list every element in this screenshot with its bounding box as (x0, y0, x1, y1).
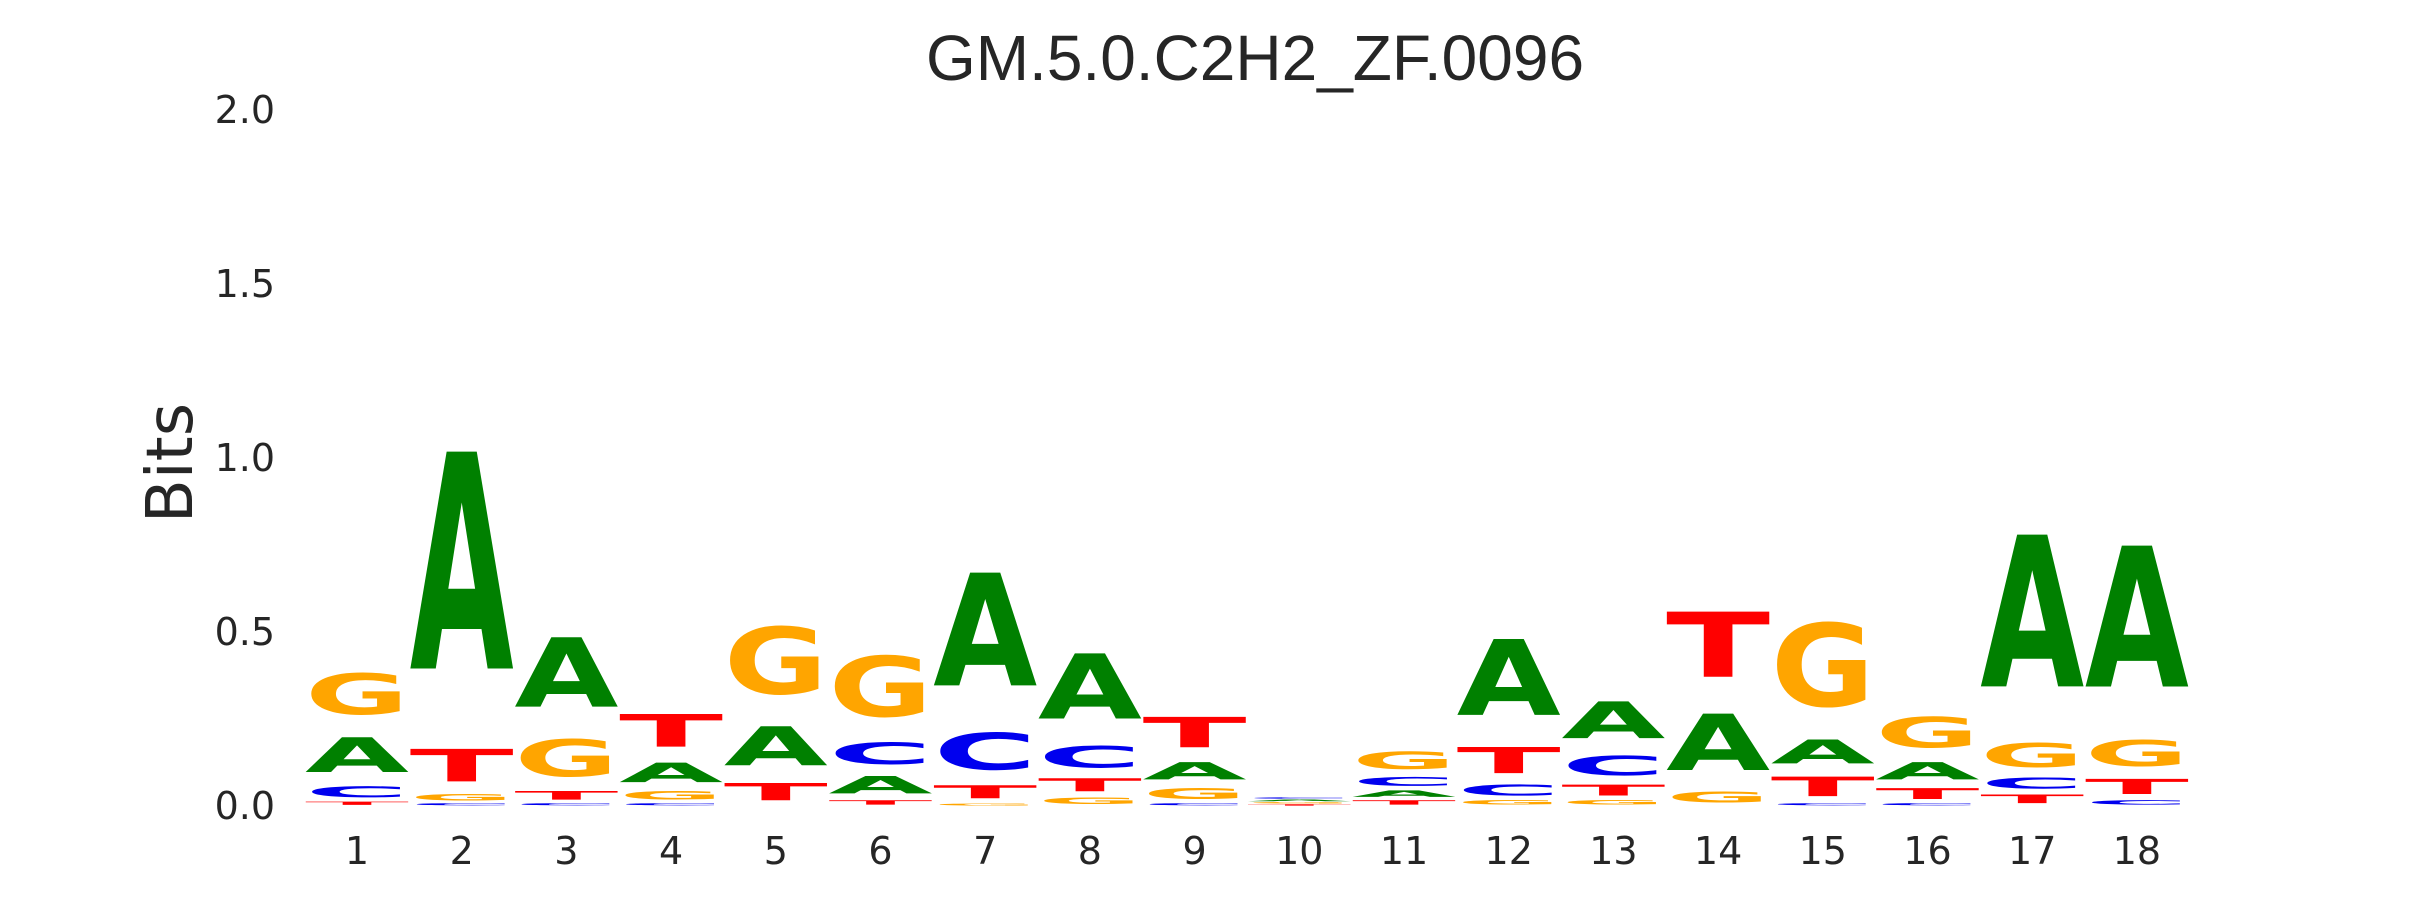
logo-letter-t: T (410, 740, 515, 792)
logo-letter-c: C (514, 803, 618, 806)
logo-letter-c: C (1771, 803, 1875, 806)
logo-letter-t: T (619, 706, 724, 758)
logo-letter-g: G (1980, 736, 2084, 774)
logo-letter-g: G (619, 789, 723, 803)
logo-letter-g: G (724, 609, 828, 716)
logo-letter-a: A (1561, 691, 1666, 750)
logo-letter-a: A (410, 394, 514, 739)
logo-letter-t: T (1771, 771, 1875, 802)
logo-letter-a: A (1876, 757, 1980, 785)
logo-letter-t: T (933, 782, 1037, 803)
logo-letter-c: C (1247, 797, 1351, 799)
logo-letter-c: C (1143, 803, 1247, 806)
logo-letter-t: T (305, 801, 409, 806)
x-tick-label: 10 (1275, 829, 1323, 873)
x-tick-label: 6 (868, 829, 892, 873)
logo-letter-c: C (1875, 803, 1979, 806)
letter-stacks: TCAGCGTACTGACGATTAGTACGGTCAGTCACGATTGACT… (305, 394, 2189, 806)
logo-letter-t: T (1247, 804, 1351, 806)
logo-letter-a: A (933, 543, 1037, 722)
logo-letter-a: A (1247, 799, 1352, 802)
logo-letter-t: T (1666, 595, 1770, 699)
logo-letter-t: T (1980, 792, 2084, 806)
x-tick-label: 15 (1799, 829, 1847, 873)
y-tick-label: 0.5 (215, 610, 275, 654)
logo-letter-c: C (933, 723, 1037, 782)
x-tick-label: 2 (450, 829, 474, 873)
y-axis-label: Bits (134, 403, 208, 523)
logo-letter-a: A (1980, 494, 2084, 736)
logo-letter-t: T (1457, 740, 1561, 782)
logo-letter-t: T (724, 778, 828, 806)
logo-letter-t: T (1143, 709, 1247, 757)
logo-letter-g: G (1143, 785, 1247, 802)
logo-letter-t: T (1876, 785, 1980, 802)
logo-letter-g: G (1771, 602, 1875, 733)
logo-letter-a: A (1143, 757, 1247, 785)
logo-letter-c: C (2085, 799, 2189, 806)
logo-letter-c: C (1561, 751, 1665, 782)
logo-letter-t: T (2085, 775, 2189, 799)
x-tick-label: 8 (1078, 829, 1102, 873)
logo-letter-g: G (933, 803, 1037, 806)
chart-title: GM.5.0.C2H2_ZF.0096 (926, 22, 1584, 94)
logo-letter-g: G (1457, 799, 1561, 806)
logo-letter-t: T (1352, 799, 1456, 806)
logo-letter-c: C (829, 737, 933, 772)
logo-letter-a: A (1352, 789, 1456, 799)
y-tick-label: 1.0 (215, 436, 275, 480)
logo-letter-c: C (1457, 782, 1561, 799)
logo-letter-a: A (724, 716, 828, 778)
x-tick-label: 14 (1694, 829, 1742, 873)
logo-letter-g: G (1876, 709, 1980, 758)
logo-letter-g: G (1352, 747, 1456, 775)
logo-letter-c: C (619, 803, 723, 806)
x-tick-label: 11 (1380, 829, 1428, 873)
x-tick-label: 18 (2113, 829, 2161, 873)
x-axis-ticks: 1 2 3 4 5 6 7 8 9 10 11 12 13 14 15 16 17 18 (345, 829, 2161, 873)
x-tick-label: 9 (1183, 829, 1207, 873)
logo-letter-t: T (1038, 775, 1142, 796)
x-tick-label: 17 (2008, 829, 2056, 873)
logo-letter-a: A (829, 771, 933, 799)
x-tick-label: 5 (764, 829, 788, 873)
x-tick-label: 3 (554, 829, 578, 873)
x-tick-label: 13 (1589, 829, 1637, 873)
logo-letter-a: A (1457, 619, 1561, 740)
logo-letter-a: A (514, 619, 618, 729)
logo-letter-t: T (1561, 782, 1665, 799)
logo-letter-c: C (1038, 740, 1142, 775)
logo-letter-g: G (1247, 802, 1351, 804)
logo-letter-a: A (2085, 508, 2189, 733)
logo-letter-t: T (829, 799, 933, 806)
x-tick-label: 1 (345, 829, 369, 873)
y-tick-label: 2.0 (215, 88, 275, 132)
logo-letter-t: T (514, 789, 618, 803)
y-tick-label: 0.0 (215, 784, 275, 828)
x-tick-label: 7 (973, 829, 997, 873)
logo-letter-c: C (410, 803, 514, 806)
logo-letter-g: G (1561, 799, 1665, 806)
y-axis-ticks: 0.0 0.5 1.0 1.5 2.0 (215, 88, 275, 828)
x-tick-label: 4 (659, 829, 683, 873)
logo-letter-c: C (1352, 775, 1456, 789)
logo-letter-a: A (1771, 733, 1875, 771)
logo-letter-g: G (829, 640, 933, 737)
logo-letter-g: G (305, 662, 409, 728)
logo-letter-g: G (1038, 796, 1142, 806)
logo-letter-a: A (1666, 698, 1770, 788)
logo-letter-c: C (305, 783, 409, 800)
logo-letter-g: G (410, 792, 514, 802)
logo-letter-g: G (514, 729, 618, 788)
y-tick-label: 1.5 (215, 262, 275, 306)
logo-letter-a: A (1038, 636, 1142, 740)
logo-letter-c: C (1980, 775, 2084, 792)
x-tick-label: 16 (1903, 829, 1951, 873)
logo-letter-g: G (2085, 733, 2189, 774)
x-tick-label: 12 (1485, 829, 1533, 873)
logo-letter-g: G (1666, 789, 1770, 806)
logo-letter-a: A (305, 728, 409, 784)
logo-letter-a: A (619, 757, 723, 788)
